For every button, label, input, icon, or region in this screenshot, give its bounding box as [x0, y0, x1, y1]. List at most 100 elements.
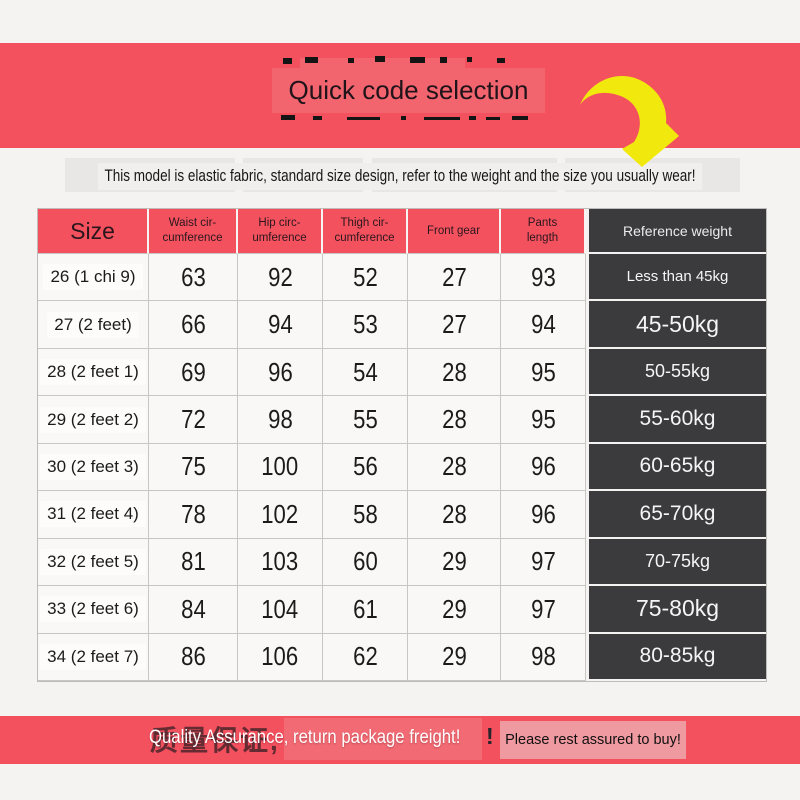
- pants-length-value: 98: [530, 641, 556, 672]
- text-remnant-mark: [467, 57, 472, 62]
- weight-cell: 70-75kg: [586, 538, 766, 587]
- pants-length-cell: 95: [501, 348, 586, 397]
- hip-cell: 103: [238, 538, 323, 587]
- front-gear-value: 28: [441, 451, 467, 482]
- column-header-thigh: Thigh cir- cumference: [323, 209, 408, 254]
- front-gear-cell: 29: [408, 586, 501, 634]
- size-cell: 29 (2 feet 2): [38, 396, 149, 444]
- text-remnant-mark: [281, 115, 295, 120]
- waist-value: 81: [180, 546, 206, 577]
- weight-cell: Less than 45kg: [586, 254, 766, 302]
- hip-cell: 96: [238, 348, 323, 397]
- thigh-cell: 52: [323, 254, 408, 302]
- pants-length-value: 94: [530, 309, 556, 340]
- page-title: Quick code selection: [288, 75, 529, 105]
- weight-value: Less than 45kg: [626, 268, 729, 286]
- front-gear-value: 29: [441, 593, 467, 624]
- text-remnant-mark: [469, 116, 476, 120]
- column-header-reference-weight: Reference weight: [586, 209, 766, 254]
- pants-length-cell: 95: [501, 396, 586, 444]
- pants-length-cell: 93: [501, 254, 586, 302]
- hip-value: 98: [267, 404, 293, 435]
- pants-length-cell: 97: [501, 586, 586, 634]
- size-table: Size Waist cir- cumference Hip circ- umf…: [37, 208, 767, 682]
- waist-value: 63: [180, 261, 206, 292]
- size-cell: 34 (2 feet 7): [38, 633, 149, 681]
- pants-length-value: 96: [530, 451, 556, 482]
- pants-length-cell: 96: [501, 491, 586, 539]
- waist-value: 69: [180, 356, 206, 387]
- hip-value: 92: [267, 261, 293, 292]
- weight-value: 80-85kg: [639, 644, 716, 668]
- text-remnant-mark: [401, 116, 406, 120]
- weight-cell: 60-65kg: [586, 443, 766, 492]
- front-gear-cell: 28: [408, 491, 501, 539]
- thigh-cell: 58: [323, 491, 408, 539]
- waist-cell: 66: [149, 301, 238, 349]
- translation-patch: Quick code selection: [272, 68, 545, 113]
- pants-length-cell: 97: [501, 538, 586, 587]
- size-cell: 30 (2 feet 3): [38, 443, 149, 492]
- waist-value: 86: [180, 641, 206, 672]
- front-gear-value: 27: [441, 309, 467, 340]
- size-label: 33 (2 feet 6): [40, 596, 146, 623]
- hip-cell: 94: [238, 301, 323, 349]
- size-label: 29 (2 feet 2): [40, 406, 146, 433]
- front-gear-cell: 27: [408, 254, 501, 302]
- thigh-value: 53: [352, 309, 378, 340]
- subtitle-strip: This model is elastic fabric, standard s…: [0, 158, 800, 192]
- covered-original-text: 质量保证,: [150, 725, 280, 756]
- size-label: 31 (2 feet 4): [40, 501, 146, 528]
- weight-value: 65-70kg: [639, 501, 716, 525]
- hip-cell: 98: [238, 396, 323, 444]
- front-gear-cell: 29: [408, 538, 501, 587]
- hip-value: 94: [267, 309, 293, 340]
- column-header-hip: Hip circ- umference: [238, 209, 323, 254]
- hip-cell: 106: [238, 633, 323, 681]
- thigh-cell: 62: [323, 633, 408, 681]
- translation-patch: [284, 718, 482, 760]
- thigh-value: 52: [352, 261, 378, 292]
- size-label: 32 (2 feet 5): [40, 548, 146, 575]
- size-label: 28 (2 feet 1): [40, 359, 146, 386]
- column-header-size: Size: [38, 209, 149, 254]
- waist-value: 84: [180, 593, 206, 624]
- weight-value: 45-50kg: [635, 310, 720, 337]
- front-gear-cell: 29: [408, 633, 501, 681]
- exclamation-remnant: !: [486, 723, 494, 749]
- thigh-value: 60: [352, 546, 378, 577]
- hip-value: 102: [261, 498, 299, 529]
- thigh-cell: 55: [323, 396, 408, 444]
- size-cell: 32 (2 feet 5): [38, 538, 149, 587]
- hip-cell: 104: [238, 586, 323, 634]
- text-remnant-mark: [375, 56, 385, 62]
- front-gear-value: 28: [441, 356, 467, 387]
- front-gear-value: 28: [441, 498, 467, 529]
- weight-cell: 50-55kg: [586, 348, 766, 397]
- pants-length-cell: 96: [501, 443, 586, 492]
- subtitle-text: This model is elastic fabric, standard s…: [97, 163, 703, 190]
- curved-arrow-icon: [580, 76, 679, 167]
- pants-length-cell: 98: [501, 633, 586, 681]
- thigh-value: 62: [352, 641, 378, 672]
- front-gear-value: 29: [441, 641, 467, 672]
- thigh-value: 58: [352, 498, 378, 529]
- front-gear-value: 27: [441, 261, 467, 292]
- size-cell: 28 (2 feet 1): [38, 348, 149, 397]
- hip-value: 96: [267, 356, 293, 387]
- weight-value: 50-55kg: [644, 361, 711, 382]
- text-remnant-mark: [305, 57, 318, 63]
- size-label: 34 (2 feet 7): [40, 643, 146, 670]
- front-gear-cell: 27: [408, 301, 501, 349]
- weight-value: 75-80kg: [635, 595, 720, 622]
- guarantee-text: Quality Assurance, return package freigh…: [149, 727, 461, 748]
- thigh-cell: 53: [323, 301, 408, 349]
- pants-length-value: 93: [530, 261, 556, 292]
- hip-value: 104: [261, 593, 299, 624]
- text-remnant-mark: [486, 117, 500, 120]
- thigh-value: 54: [352, 356, 378, 387]
- reassurance-text: Please rest assured to buy!: [505, 732, 681, 748]
- weight-cell: 65-70kg: [586, 491, 766, 539]
- hip-value: 106: [261, 641, 299, 672]
